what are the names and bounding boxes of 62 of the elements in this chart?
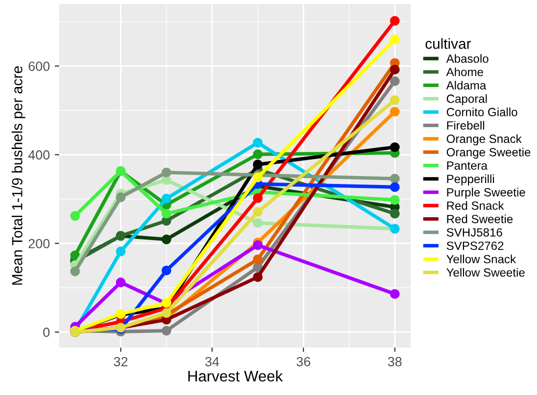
y-axis-title: Mean Total 1-1/9 bushels per acre <box>12 66 26 285</box>
point <box>116 192 126 202</box>
point <box>252 193 263 204</box>
legend-label: Red Snack <box>447 201 504 210</box>
legend-label: Orange Sweetie <box>446 148 530 159</box>
point <box>390 195 400 205</box>
point <box>162 208 172 219</box>
y-tick-label: 400 <box>28 150 50 160</box>
legend-title: cultivar <box>426 38 471 49</box>
point <box>390 106 400 117</box>
point <box>116 278 126 288</box>
legend-label: Ahome <box>446 68 484 76</box>
y-tick-label: 0 <box>43 328 50 337</box>
legend-label: Caporal <box>446 94 487 106</box>
x-tick-label: 32 <box>114 356 128 366</box>
legend-label: SVPS2762 <box>446 242 504 250</box>
point <box>162 234 172 244</box>
legend-label: Pantera <box>447 162 488 170</box>
point <box>70 266 80 276</box>
point <box>390 16 400 26</box>
x-tick-label: 34 <box>205 356 220 366</box>
point <box>252 149 263 160</box>
point <box>390 34 400 44</box>
legend-label: Abasolo <box>446 54 488 63</box>
point <box>70 250 80 260</box>
legend-label: Yellow Snack <box>446 254 516 264</box>
legend-label: SVHJ5816 <box>446 228 502 237</box>
y-tick-label: 200 <box>28 238 50 248</box>
point <box>390 76 400 86</box>
point <box>70 211 80 221</box>
point <box>390 182 400 192</box>
point <box>390 64 400 74</box>
legend-label: Red Sweetie <box>447 214 513 224</box>
point <box>252 218 263 228</box>
point <box>252 272 263 282</box>
x-axis-title: Harvest Week <box>188 370 283 382</box>
point <box>252 254 263 264</box>
point <box>252 138 263 148</box>
point <box>116 246 126 256</box>
legend-label: Cornito Giallo <box>446 108 518 116</box>
point <box>390 208 400 219</box>
point <box>390 95 400 106</box>
legend-label: Pepperilli <box>447 174 494 186</box>
legend-label: Orange Snack <box>446 134 522 146</box>
point <box>162 168 172 178</box>
legend-label: Purple Sweetie <box>447 188 526 199</box>
point <box>390 289 400 299</box>
point <box>252 160 263 170</box>
y-tick-label: 600 <box>28 62 50 71</box>
point <box>252 240 263 250</box>
point <box>162 326 172 336</box>
legend-label: Firebell <box>447 120 484 130</box>
point <box>252 207 263 217</box>
x-tick-label: 36 <box>296 356 310 366</box>
point <box>390 142 400 152</box>
point <box>162 266 172 276</box>
legend-label: Aldama <box>446 80 486 90</box>
x-tick-label: 38 <box>388 356 402 366</box>
point <box>162 194 172 204</box>
point <box>390 174 400 184</box>
legend-label: Yellow Sweetie <box>446 268 525 277</box>
point <box>252 172 263 182</box>
